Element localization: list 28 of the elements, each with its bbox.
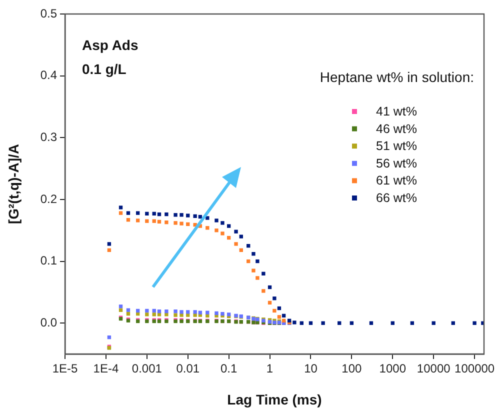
y-tick-label: 0.3 <box>40 130 58 144</box>
x-axis-title: Lag Time (ms) <box>227 391 322 408</box>
legend-label: 46 wt% <box>376 122 417 136</box>
x-tick-label: 0.01 <box>176 362 200 376</box>
annotation: Asp Ads <box>82 36 138 53</box>
legend-label: 61 wt% <box>376 174 417 188</box>
y-tick-label: 0.4 <box>40 68 58 82</box>
legend-label: 51 wt% <box>376 139 417 154</box>
y-tick-label: 0.1 <box>40 254 58 268</box>
legend-label: 56 wt% <box>376 156 417 170</box>
annotation: 0.1 g/L <box>82 60 127 77</box>
legend-label: 66 wt% <box>376 190 417 205</box>
y-tick-label: 0.5 <box>40 6 58 20</box>
x-tick-label: 1 <box>266 362 274 376</box>
x-tick-label: 100000 <box>454 362 495 376</box>
x-tick-label: 100 <box>342 362 362 376</box>
x-tick-label: 1E-4 <box>93 362 119 376</box>
y-tick-label: 0.2 <box>40 192 58 206</box>
y-tick-label: 0.0 <box>40 315 58 330</box>
legend-title: Heptane wt% in solution: <box>320 68 474 85</box>
x-tick-label: 1000 <box>379 362 406 376</box>
x-tick-label: 1E-5 <box>52 362 78 376</box>
x-tick-label: 0.1 <box>220 362 238 376</box>
x-tick-label: 10 <box>304 362 318 376</box>
x-tick-label: 10000 <box>416 362 451 376</box>
y-axis-title: [G²(t,q)-A]/A <box>5 144 22 224</box>
legend-label: 41 wt% <box>376 104 417 118</box>
x-tick-label: 0.001 <box>132 362 162 376</box>
